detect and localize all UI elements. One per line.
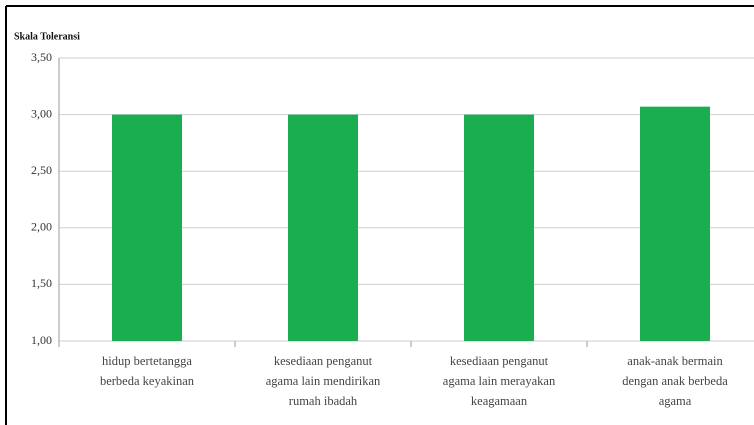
x-tick-label: keagamaan bbox=[471, 394, 528, 408]
bar bbox=[464, 114, 534, 341]
x-tick-label: dengan anak berbeda bbox=[622, 374, 728, 388]
y-tick-label: 2,50 bbox=[31, 163, 52, 177]
bar bbox=[112, 114, 182, 341]
y-axis-title: Skala Toleransi bbox=[14, 31, 80, 42]
y-tick-label: 2,00 bbox=[31, 220, 52, 234]
y-tick-label: 3,00 bbox=[31, 106, 52, 120]
y-tick-label: 1,00 bbox=[31, 333, 52, 347]
x-tick-label: anak-anak bermain bbox=[627, 354, 723, 368]
x-tick-label: rumah ibadah bbox=[289, 394, 358, 408]
x-tick-label: berbeda keyakinan bbox=[100, 374, 195, 388]
x-tick-label: agama bbox=[659, 394, 692, 408]
x-tick-label: agama lain mendirikan bbox=[266, 374, 381, 388]
x-tick-label: kesediaan penganut bbox=[450, 354, 549, 368]
x-tick-label: kesediaan penganut bbox=[274, 354, 373, 368]
bar bbox=[640, 106, 710, 342]
y-tick-label: 3,50 bbox=[31, 50, 52, 64]
x-tick-label: agama lain merayakan bbox=[443, 374, 556, 388]
x-tick-label: hidup bertetangga bbox=[102, 354, 192, 368]
y-tick-label: 1,50 bbox=[31, 276, 52, 290]
bar bbox=[288, 114, 358, 341]
